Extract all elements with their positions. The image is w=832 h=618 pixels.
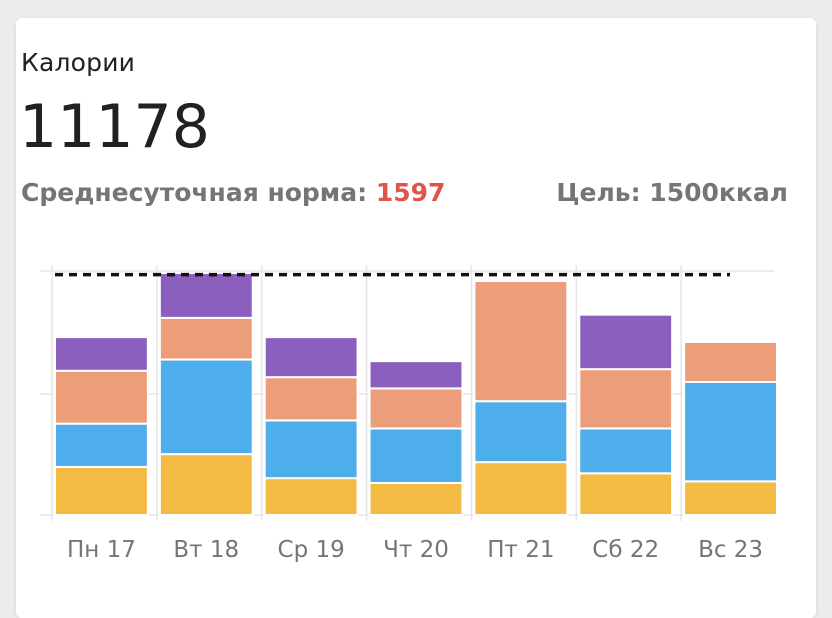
bar-segment [473,280,569,403]
bar-segment [54,369,149,425]
bar-segment [263,376,359,422]
x-tick-label: Вс 23 [698,537,763,563]
bar-segment [683,480,779,517]
bar-segment [263,477,359,516]
bar-segment [158,358,254,456]
bar-segment [578,472,674,517]
daily-average: Среднесуточная норма: 1597 [21,178,445,207]
x-tick-label: Ср 19 [278,537,345,563]
bar-segment [683,380,779,483]
bar-segment [158,272,254,319]
bar-segment [158,316,254,361]
x-tick-label: Чт 20 [383,537,449,563]
total-calories: 11178 [19,92,210,162]
x-tick-label: Пт 21 [487,537,554,563]
bar-segment [54,422,149,468]
bar-segment [263,419,359,480]
bar-segment [158,453,254,517]
bar-segment [683,340,779,383]
daily-average-label: Среднесуточная норма: [21,178,376,207]
bar-segment [54,465,149,516]
bar-segment [578,313,674,371]
bar-segment [54,336,149,372]
card-title: Калории [21,48,136,77]
bar-segment [578,427,674,475]
calories-bar-chart: Пн 17 Вт 18 Ср 19 Чт 20 Пт 21 Сб 22 Вс 23 [40,265,779,563]
x-tick-label: Вт 18 [173,537,239,563]
bar-segment [473,400,569,464]
calorie-goal: Цель: 1500ккал [556,178,788,207]
bar-segment [263,336,359,379]
bar-segment [473,461,569,517]
bar-segment [578,368,674,430]
x-tick-label: Сб 22 [592,537,659,563]
daily-average-value: 1597 [375,178,446,207]
bar-segment [368,481,464,517]
bar-segment [368,427,464,484]
bar-segment [368,387,464,430]
x-tick-label: Пн 17 [67,537,136,563]
bar-segment [368,360,464,390]
calories-card [16,18,816,618]
